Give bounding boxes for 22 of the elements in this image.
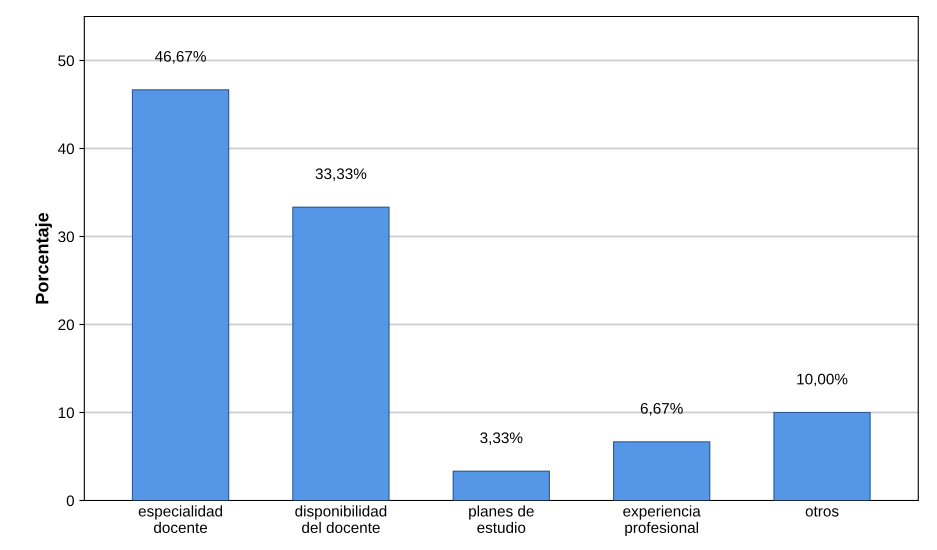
x-tick-label: experiencia profesional: [623, 505, 701, 536]
bar: [292, 206, 390, 500]
y-tick-label: 10: [58, 407, 74, 418]
bar: [452, 470, 550, 500]
data-label: 33,33%: [316, 168, 366, 181]
bar: [773, 412, 871, 500]
bar: [132, 89, 230, 500]
y-tick-label: 30: [58, 231, 74, 242]
data-label: 3,33%: [480, 432, 522, 445]
data-label: 10,00%: [797, 374, 848, 386]
y-axis-title: Porcentaje: [35, 212, 52, 304]
y-tick-label: 20: [58, 319, 74, 330]
x-tick-label: disponibilidad del docente: [295, 505, 386, 534]
y-tick-label: 50: [58, 55, 74, 66]
data-label: 46,67%: [154, 50, 206, 64]
x-tick-label: otros: [806, 506, 838, 517]
y-tick-label: 0: [66, 495, 74, 506]
bar: [613, 441, 710, 500]
x-tick-label: planes de estudio: [469, 505, 534, 534]
y-tick-label: 40: [58, 143, 74, 154]
x-tick-label: especialidad docente: [138, 505, 222, 534]
data-label: 6,67%: [640, 402, 683, 416]
